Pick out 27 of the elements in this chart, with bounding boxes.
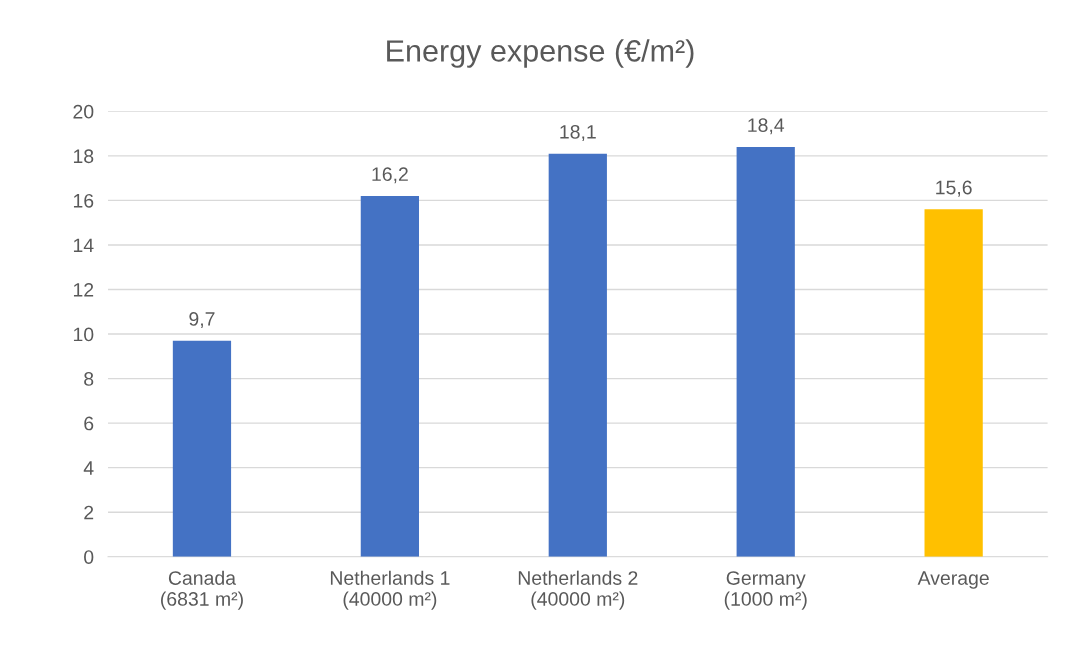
y-tick-label: 0 (84, 550, 94, 564)
bar (548, 153, 607, 557)
bar (736, 146, 795, 557)
y-tick-label: 8 (84, 372, 94, 386)
y-tick-label: 2 (84, 505, 94, 520)
data-label: 16,2 (372, 167, 408, 184)
bar (360, 195, 420, 557)
bar (924, 209, 983, 557)
y-tick-label: 18 (73, 149, 94, 164)
x-tick-label: Average (917, 571, 989, 589)
y-tick-label: 10 (73, 327, 94, 342)
chart-title: Energy expense (€/m²) (387, 39, 694, 68)
y-tick-label: 4 (83, 461, 94, 475)
x-tick-label: Germany (1000 m²) (724, 571, 807, 610)
x-tick-label: Netherlands 2 (40000 m²) (518, 570, 638, 610)
x-tick-label: Canada (6831 m²) (161, 570, 243, 610)
data-label: 18,4 (748, 118, 785, 135)
data-label: 15,6 (936, 180, 972, 197)
y-tick-label: 20 (73, 104, 94, 119)
data-label: 9,7 (189, 312, 215, 329)
y-tick-label: 16 (73, 193, 94, 208)
x-tick-label: Netherlands 1 (40000 m²) (330, 570, 450, 610)
y-tick-label: 6 (84, 416, 94, 431)
bar (172, 340, 232, 557)
y-tick-label: 12 (73, 282, 94, 297)
data-label: 18,1 (560, 124, 596, 142)
y-tick-label: 14 (73, 238, 94, 253)
